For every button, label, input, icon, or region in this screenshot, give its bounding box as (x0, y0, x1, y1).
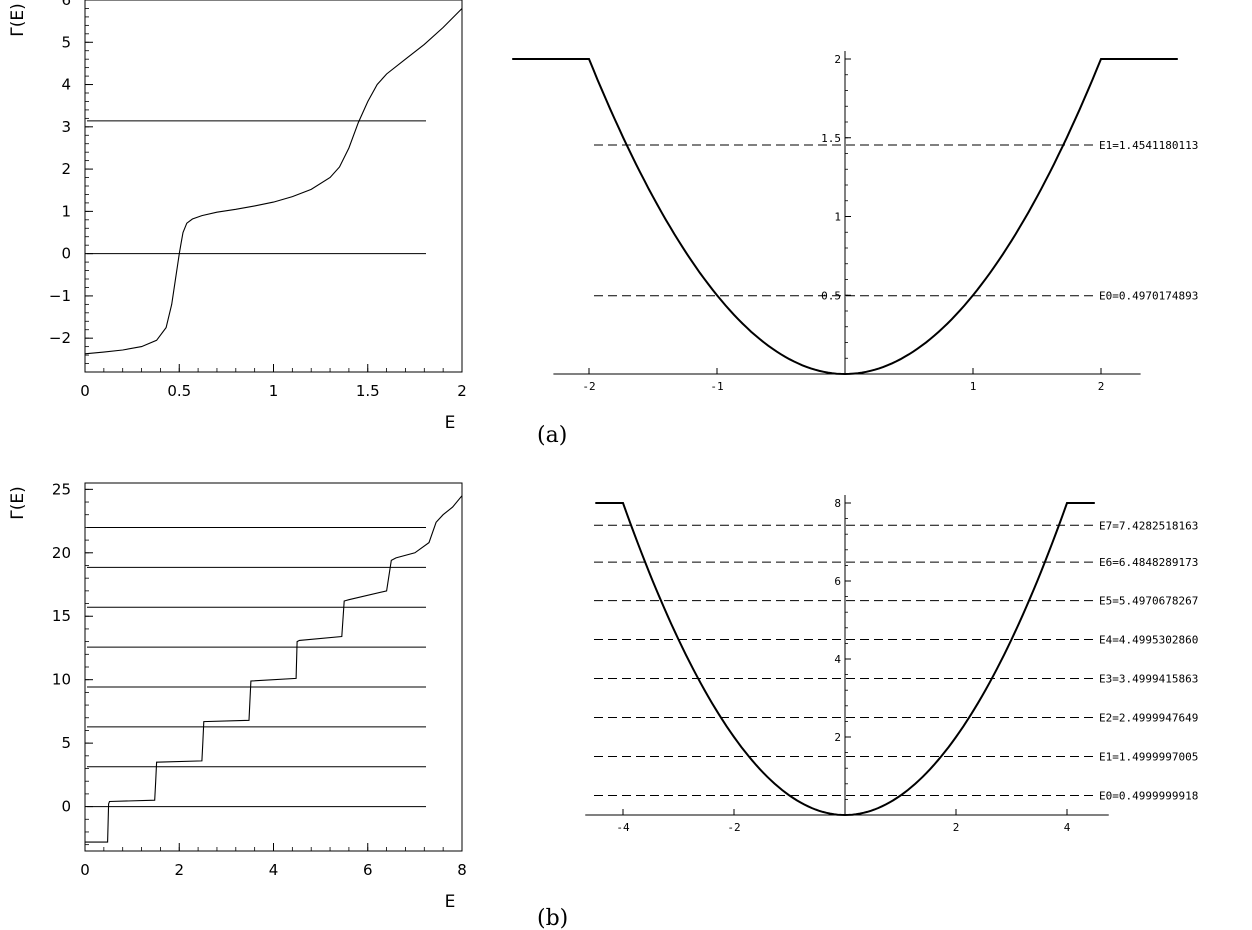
y-tick-label: 15 (52, 607, 71, 625)
y-tick-label: 0.5 (821, 289, 841, 302)
y-tick-label: 3 (61, 118, 71, 136)
plot-frame (84, 0, 463, 373)
y-tick-label: 10 (52, 671, 71, 689)
y-tick-label: 1.5 (821, 132, 841, 145)
chart-gamma-a: 0 0.5 1 1.5 2 −2 −1 0 1 2 3 4 5 6 E Γ(E) (8, 0, 467, 433)
x-tick-label: 6 (363, 861, 373, 879)
x-tick-label: 2 (457, 382, 467, 400)
y-tick-label: 2 (834, 731, 841, 744)
panel-label-a: (a) (537, 423, 567, 448)
y-tick-label: 25 (52, 480, 71, 498)
x-tick-label: 4 (1064, 821, 1071, 834)
y-tick-label: 5 (61, 734, 71, 752)
energy-level-label: E3=3.4999415863 (1099, 673, 1198, 686)
chart-potential-a: -2 -1 1 2 0.5 1 1.5 2 E0=0.4970174893 E1=1.454118… (512, 51, 1198, 393)
y-tick-label: 4 (834, 653, 841, 666)
x-tick-label: 4 (269, 861, 279, 879)
x-tick-label: 2 (174, 861, 184, 879)
x-tick-label: 0 (80, 861, 90, 879)
gamma-curve (84, 8, 463, 355)
chart-potential-b: -4 -2 2 4 2 4 6 8 E0=0.4999999918 E1=1.4999997005… (585, 495, 1198, 834)
x-tick-label: -2 (727, 821, 740, 834)
x-tick-label: 2 (953, 821, 960, 834)
energy-level-label: E5=5.4970678267 (1099, 595, 1198, 608)
energy-level-label: E6=6.4848289173 (1099, 556, 1198, 569)
energy-level-label: E1=1.4541180113 (1099, 139, 1198, 152)
y-tick-label: 6 (834, 575, 841, 588)
y-tick-label: 1 (834, 211, 841, 224)
energy-level-label: E7=7.4282518163 (1099, 519, 1198, 532)
y-tick-label: 20 (52, 544, 71, 562)
y-tick-label: 0 (61, 245, 71, 263)
x-tick-label: 1 (269, 382, 279, 400)
panel-label-b: (b) (537, 906, 568, 930)
x-tick-label: 1.5 (356, 382, 380, 400)
x-axis-label: E (445, 892, 456, 912)
y-axis-label: Γ(E) (8, 486, 28, 519)
energy-level-label: E1=1.4999997005 (1099, 751, 1198, 764)
x-tick-label: 1 (970, 380, 977, 393)
energy-level-label: E0=0.4970174893 (1099, 290, 1198, 303)
y-tick-label: 1 (61, 202, 71, 220)
energy-level-label: E2=2.4999947649 (1099, 712, 1198, 725)
y-tick-label: 0 (61, 798, 71, 816)
energy-level-label: E0=0.4999999918 (1099, 790, 1198, 803)
y-tick-label: −1 (49, 287, 71, 305)
y-tick-label: −2 (49, 329, 71, 347)
energy-level-label: E4=4.4995302860 (1099, 634, 1198, 647)
y-tick-label: 4 (61, 76, 71, 94)
potential-curve (512, 58, 1178, 376)
x-axis-label: E (445, 413, 456, 433)
plot-frame (84, 482, 463, 852)
x-tick-label: 8 (457, 861, 467, 879)
y-axis-label: Γ(E) (8, 3, 28, 36)
x-tick-label: -4 (616, 821, 630, 834)
x-tick-label: -2 (582, 380, 595, 393)
potential-curve (595, 502, 1095, 817)
x-tick-label: 2 (1098, 380, 1105, 393)
gamma-curve (85, 495, 463, 843)
y-tick-label: 5 (61, 33, 71, 51)
x-tick-label: 0 (80, 382, 90, 400)
y-tick-label: 2 (61, 160, 71, 178)
chart-gamma-b: 0 2 4 6 8 0 5 10 15 20 25 E Γ(E) (8, 480, 467, 912)
y-tick-label: 8 (834, 497, 841, 510)
x-tick-label: 0.5 (167, 382, 191, 400)
y-tick-label: 6 (61, 0, 71, 9)
x-tick-label: -1 (710, 380, 723, 393)
y-tick-label: 2 (834, 53, 841, 66)
